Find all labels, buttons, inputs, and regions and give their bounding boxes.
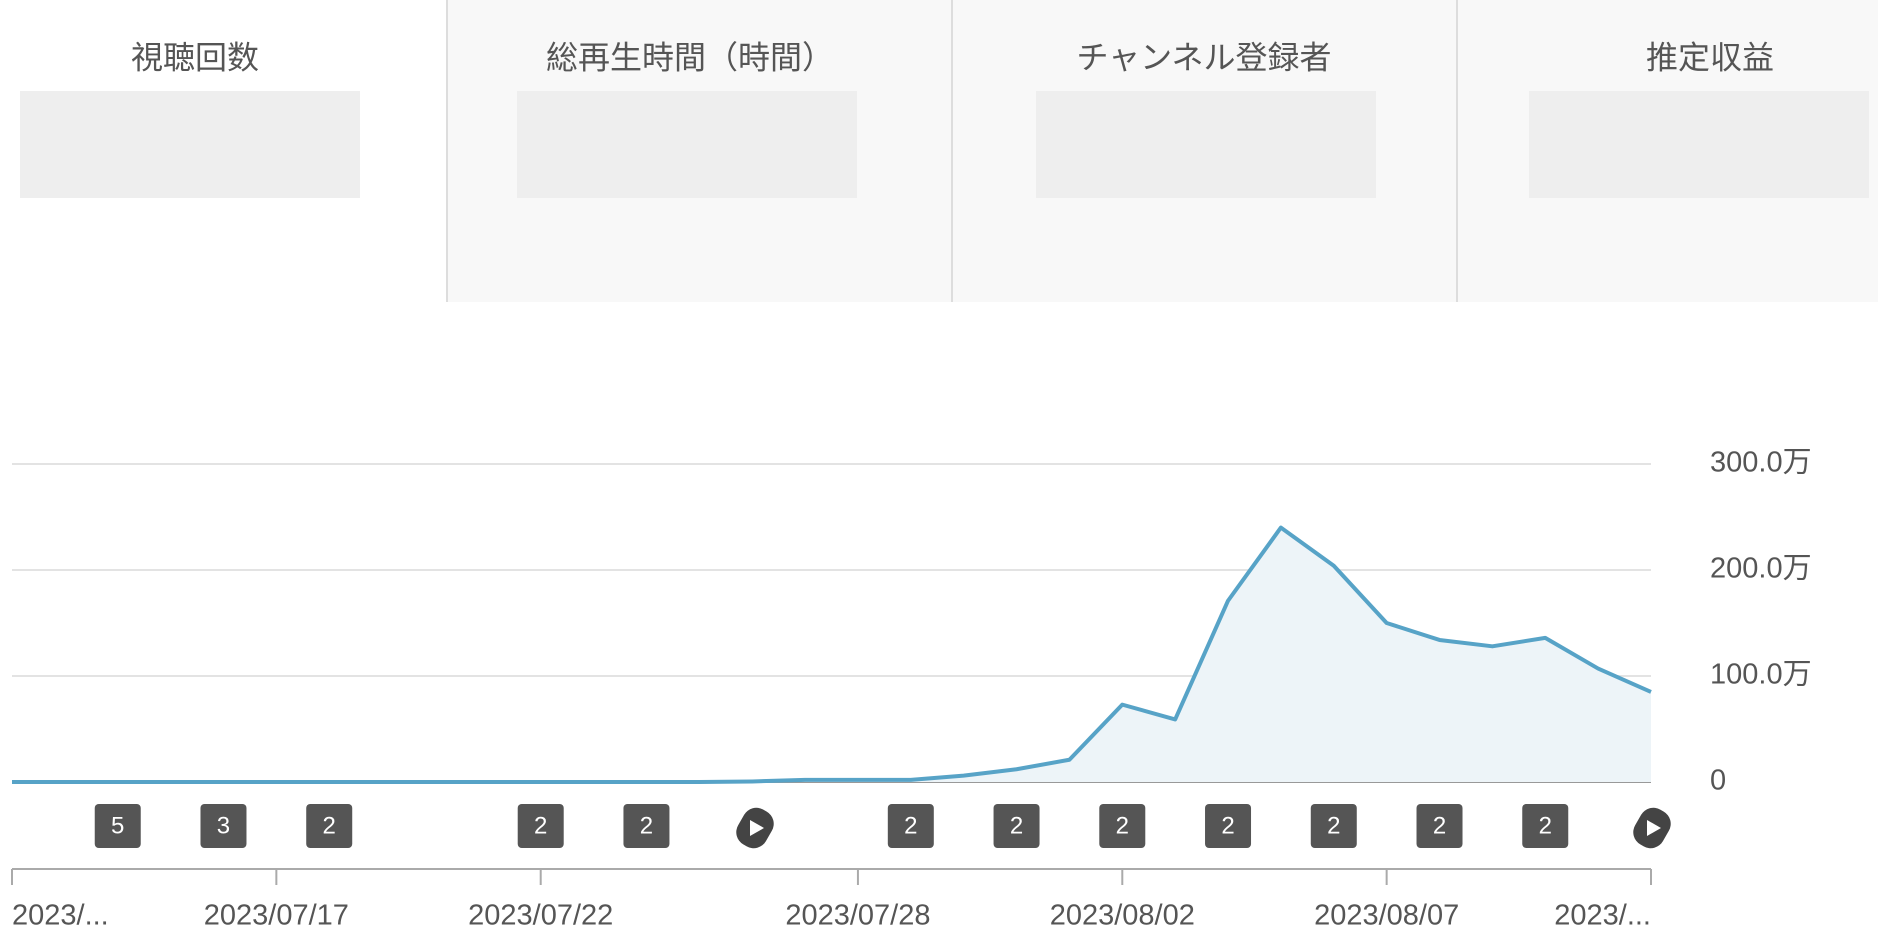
x-tick-label: 2023/07/22 [468,900,613,932]
tab-label[interactable]: 視聴回数 [131,39,259,75]
marker-label[interactable]: 2 [323,812,336,839]
x-tick-label: 2023/07/17 [204,900,349,932]
marker-label[interactable]: 2 [1433,812,1446,839]
marker-badge[interactable] [200,804,247,848]
marker-badge[interactable] [1205,804,1252,848]
placeholder [1529,91,1869,198]
marker-label[interactable]: 2 [1116,812,1129,839]
marker-badge[interactable] [993,804,1040,848]
line [12,525,1652,784]
marker-label[interactable]: 2 [1010,812,1023,839]
marker-badge[interactable] [94,804,141,848]
marker-label[interactable]: 2 [534,812,547,839]
marker-badge[interactable] [623,804,670,848]
x-tick-label: 2023/08/07 [1314,900,1459,932]
y-tick-label: 0 [1710,765,1726,797]
marker-badge[interactable] [1416,804,1463,848]
y-tick-label: 200.0万 [1710,553,1812,585]
marker-badge[interactable] [517,804,564,848]
x-tick-label: 2023/08/02 [1050,900,1195,932]
x-tick-label: 2023/... [12,900,109,932]
placeholder [1036,91,1376,198]
marker-label[interactable]: 2 [904,812,917,839]
tab[interactable]: 総再生時間（時間） [517,39,857,198]
tab-label[interactable]: チャンネル登録者 [1076,39,1331,75]
y-tick-label: 300.0万 [1710,447,1812,479]
marker-label[interactable]: 2 [1221,812,1234,839]
shorts-icon[interactable] [731,803,779,854]
x-tick-label: 2023/07/28 [785,900,930,932]
placeholder [20,91,360,198]
tab-label[interactable]: 推定収益 [1646,39,1774,75]
marker-badge[interactable] [887,804,934,848]
tab-label[interactable]: 総再生時間（時間） [546,39,834,75]
marker-badge[interactable] [1522,804,1569,848]
shorts-icon[interactable] [1628,803,1676,854]
tab[interactable]: 視聴回数 [20,39,360,198]
marker-label[interactable]: 3 [217,812,230,839]
marker-label[interactable]: 2 [640,812,653,839]
area [12,527,1651,782]
placeholder [517,91,857,198]
marker-badge[interactable] [1310,804,1357,848]
marker-label[interactable]: 5 [111,812,124,839]
marker-badge[interactable] [1099,804,1146,848]
tab[interactable]: チャンネル登録者 [1036,39,1376,198]
x-tick-label: 2023/... [1554,900,1651,932]
marker-badge[interactable] [306,804,353,848]
marker-label[interactable]: 2 [1539,812,1552,839]
marker-label[interactable]: 2 [1327,812,1340,839]
tab[interactable]: 推定収益 [1529,39,1869,198]
y-tick-label: 100.0万 [1710,659,1812,691]
